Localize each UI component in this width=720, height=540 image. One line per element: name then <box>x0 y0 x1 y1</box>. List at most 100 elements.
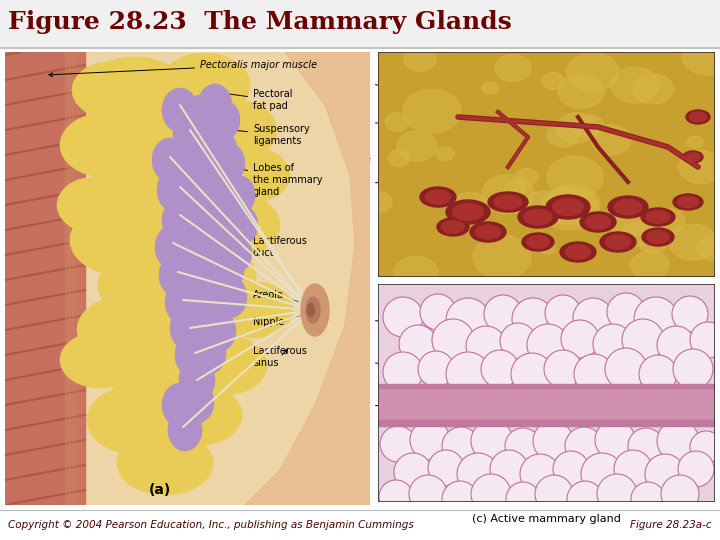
Ellipse shape <box>190 193 280 257</box>
Ellipse shape <box>678 197 698 207</box>
Ellipse shape <box>504 182 526 198</box>
Ellipse shape <box>690 112 706 122</box>
Ellipse shape <box>442 427 480 465</box>
Ellipse shape <box>669 224 717 260</box>
Ellipse shape <box>196 257 228 297</box>
Ellipse shape <box>540 186 598 230</box>
Ellipse shape <box>595 420 635 460</box>
Ellipse shape <box>657 420 699 462</box>
Text: Lactiferous
sinus: Lactiferous sinus <box>253 346 307 368</box>
Text: Areola: Areola <box>253 290 311 305</box>
Ellipse shape <box>573 298 613 338</box>
Ellipse shape <box>567 481 603 517</box>
Ellipse shape <box>152 138 188 182</box>
Ellipse shape <box>446 352 490 396</box>
Ellipse shape <box>484 295 522 333</box>
Ellipse shape <box>546 185 600 225</box>
Ellipse shape <box>162 383 198 427</box>
Bar <box>73 52 77 505</box>
Ellipse shape <box>547 123 579 147</box>
Ellipse shape <box>516 168 538 185</box>
Ellipse shape <box>682 37 720 75</box>
Ellipse shape <box>608 196 648 218</box>
Ellipse shape <box>591 125 631 155</box>
Text: Connective
tissue
of dermis: Connective tissue of dermis <box>311 105 446 139</box>
Ellipse shape <box>553 199 583 215</box>
Ellipse shape <box>475 225 500 239</box>
Ellipse shape <box>394 256 438 289</box>
Ellipse shape <box>490 450 528 488</box>
Ellipse shape <box>639 355 677 393</box>
Ellipse shape <box>306 297 320 323</box>
Text: Secretory
alveoli: Secretory alveoli <box>320 307 421 329</box>
Ellipse shape <box>72 62 148 118</box>
Ellipse shape <box>527 324 569 366</box>
Ellipse shape <box>609 209 647 237</box>
Ellipse shape <box>175 333 211 377</box>
Ellipse shape <box>457 453 499 495</box>
Ellipse shape <box>410 420 450 460</box>
Ellipse shape <box>673 349 713 389</box>
Ellipse shape <box>60 332 140 388</box>
Ellipse shape <box>162 198 198 242</box>
Ellipse shape <box>640 234 666 254</box>
Ellipse shape <box>170 306 206 350</box>
Text: Milk: Milk <box>349 357 431 368</box>
Ellipse shape <box>565 245 590 259</box>
Ellipse shape <box>567 52 619 91</box>
Text: (a): (a) <box>149 483 171 497</box>
Ellipse shape <box>179 358 215 402</box>
Ellipse shape <box>634 297 678 341</box>
Ellipse shape <box>399 325 437 363</box>
Ellipse shape <box>307 303 315 316</box>
Ellipse shape <box>470 222 506 242</box>
Ellipse shape <box>160 53 250 117</box>
Ellipse shape <box>383 297 423 337</box>
Ellipse shape <box>642 228 674 246</box>
Ellipse shape <box>301 284 329 336</box>
Ellipse shape <box>495 55 531 82</box>
Ellipse shape <box>420 294 456 330</box>
Ellipse shape <box>580 212 616 232</box>
Ellipse shape <box>193 100 277 160</box>
Ellipse shape <box>558 74 604 108</box>
Ellipse shape <box>546 195 590 219</box>
Ellipse shape <box>597 474 637 514</box>
Ellipse shape <box>646 211 670 224</box>
Ellipse shape <box>533 421 573 461</box>
Bar <box>5 52 85 505</box>
Ellipse shape <box>188 306 222 348</box>
Ellipse shape <box>436 147 454 161</box>
Ellipse shape <box>385 113 409 131</box>
Ellipse shape <box>194 110 226 150</box>
Ellipse shape <box>198 84 232 126</box>
Ellipse shape <box>512 298 554 340</box>
Text: Lobes of
the mammary
gland: Lobes of the mammary gland <box>194 157 323 197</box>
Ellipse shape <box>466 326 506 366</box>
Ellipse shape <box>651 208 685 234</box>
Ellipse shape <box>156 295 244 355</box>
Ellipse shape <box>159 253 195 297</box>
Ellipse shape <box>672 296 708 332</box>
Ellipse shape <box>432 319 474 361</box>
Ellipse shape <box>527 235 549 248</box>
Ellipse shape <box>641 208 675 226</box>
Ellipse shape <box>157 152 253 218</box>
Ellipse shape <box>473 235 531 279</box>
Ellipse shape <box>180 381 214 423</box>
Ellipse shape <box>202 285 234 325</box>
Ellipse shape <box>428 450 464 486</box>
Ellipse shape <box>481 350 519 388</box>
Ellipse shape <box>500 323 536 359</box>
Ellipse shape <box>614 450 652 488</box>
Ellipse shape <box>164 243 256 307</box>
Ellipse shape <box>690 322 720 358</box>
Bar <box>65 52 69 505</box>
Ellipse shape <box>614 199 642 215</box>
Ellipse shape <box>397 131 437 161</box>
Ellipse shape <box>87 386 183 454</box>
Ellipse shape <box>189 137 221 177</box>
Ellipse shape <box>518 206 558 228</box>
Ellipse shape <box>181 196 215 238</box>
Ellipse shape <box>687 136 703 148</box>
